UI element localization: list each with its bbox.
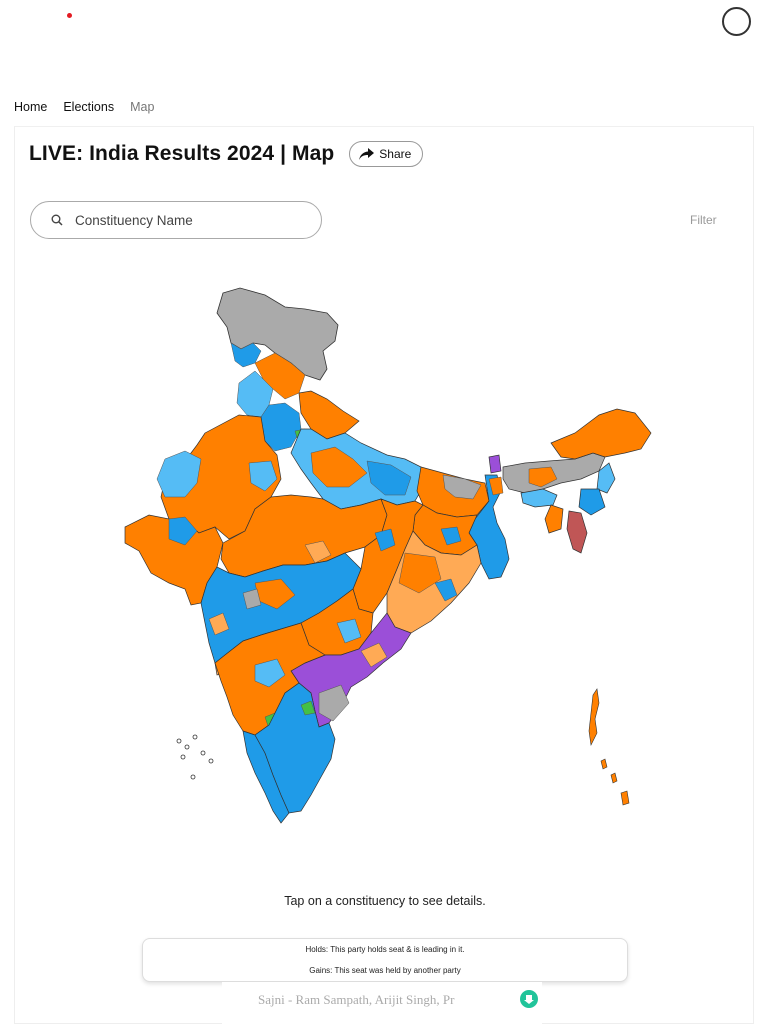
title-row: LIVE: India Results 2024 | Map Share	[29, 141, 424, 167]
region-sikkim[interactable]	[488, 454, 502, 474]
page-title: LIVE: India Results 2024 | Map	[29, 142, 335, 165]
region-gujarat-blue[interactable]	[168, 516, 198, 546]
region-ka-blue[interactable]	[254, 658, 286, 688]
region-ap-grey[interactable]	[318, 684, 350, 722]
region-tripura[interactable]	[544, 504, 564, 534]
region-lakshadweep-5[interactable]	[200, 750, 206, 756]
region-ap-light[interactable]	[360, 642, 388, 668]
region-up-east[interactable]	[366, 460, 412, 496]
region-jk-blue[interactable]	[230, 342, 262, 368]
region-lakshadweep-2[interactable]	[184, 744, 190, 750]
legend-holds: Holds: This party holds seat & is leadin…	[305, 945, 465, 954]
region-ch-blue[interactable]	[374, 528, 396, 552]
music-player-bar[interactable]: Sajni - Ram Sampath, Arijit Singh, Pr	[222, 982, 542, 1024]
breadcrumb-map: Map	[130, 100, 155, 114]
region-rajasthan-blue[interactable]	[248, 460, 278, 492]
region-uttarakhand[interactable]	[298, 390, 360, 440]
region-mh-grey[interactable]	[242, 588, 262, 610]
region-odisha-blue[interactable]	[434, 578, 458, 602]
constituency-search-input[interactable]	[73, 211, 297, 229]
breadcrumb-home[interactable]: Home	[14, 100, 48, 114]
region-meghalaya[interactable]	[520, 488, 558, 508]
search-box[interactable]	[30, 201, 322, 239]
region-lakshadweep-1[interactable]	[176, 738, 182, 744]
filter-button[interactable]: Filter	[690, 213, 717, 227]
music-app-icon[interactable]	[520, 990, 538, 1008]
region-jharkhand-blue[interactable]	[440, 526, 462, 546]
india-map-svg[interactable]	[105, 283, 665, 863]
region-lakshadweep-4[interactable]	[180, 754, 186, 760]
region-telangana-blue[interactable]	[336, 618, 362, 644]
region-tamil-nadu[interactable]	[254, 682, 336, 814]
region-manipur[interactable]	[578, 488, 606, 516]
profile-button[interactable]	[722, 7, 751, 36]
share-button[interactable]: Share	[349, 141, 424, 167]
breadcrumb: Home Elections Map	[14, 100, 154, 114]
now-playing-text: Sajni - Ram Sampath, Arijit Singh, Pr	[258, 992, 455, 1007]
region-up-orange[interactable]	[310, 446, 368, 488]
region-andaman[interactable]	[588, 688, 600, 746]
region-lakshadweep-6[interactable]	[190, 774, 196, 780]
region-tn-green[interactable]	[300, 700, 316, 716]
search-icon	[51, 214, 63, 226]
breadcrumb-elections[interactable]: Elections	[63, 100, 115, 114]
region-nicobar-3[interactable]	[620, 790, 630, 806]
share-label: Share	[379, 147, 412, 161]
region-nicobar-2[interactable]	[610, 772, 618, 784]
region-rajasthan-west[interactable]	[156, 450, 202, 498]
region-assam-orange[interactable]	[528, 466, 558, 488]
map-hint-text: Tap on a constituency to see details.	[284, 894, 486, 908]
region-mp-light[interactable]	[304, 540, 332, 564]
region-arunachal[interactable]	[550, 408, 652, 460]
top-bar	[0, 0, 768, 80]
region-mh-light[interactable]	[208, 612, 230, 636]
legend-gains: Gains: This seat was held by another par…	[309, 966, 461, 975]
map-card: LIVE: India Results 2024 | Map Share Fil…	[14, 126, 754, 1024]
region-bihar-grey[interactable]	[442, 474, 482, 500]
region-odisha-orange[interactable]	[398, 552, 442, 594]
logo-dot	[67, 13, 72, 18]
region-wb-orange[interactable]	[488, 476, 504, 496]
share-icon	[359, 148, 375, 160]
region-nagaland[interactable]	[596, 462, 616, 494]
legend-box: Holds: This party holds seat & is leadin…	[142, 938, 628, 982]
region-mizoram[interactable]	[566, 510, 588, 554]
region-lakshadweep-3[interactable]	[192, 734, 198, 740]
region-lakshadweep-7[interactable]	[208, 758, 214, 764]
region-nicobar-1[interactable]	[600, 758, 608, 770]
india-results-map[interactable]	[105, 283, 665, 863]
